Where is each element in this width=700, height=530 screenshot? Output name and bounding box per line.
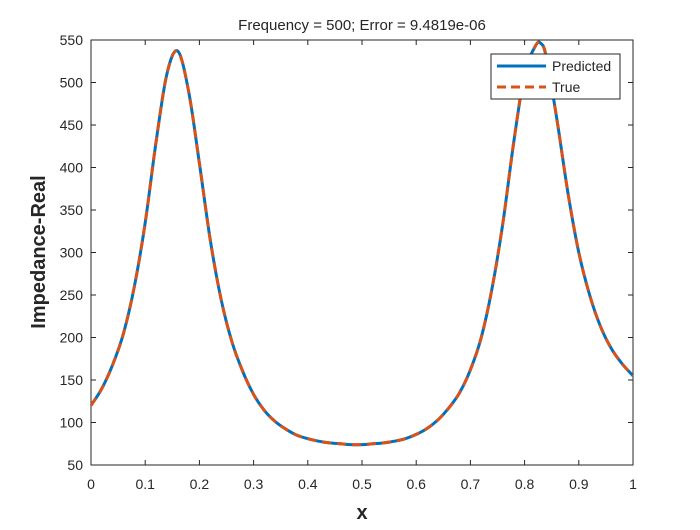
x-axis-label: x (356, 502, 367, 524)
x-tick-label: 0.2 (190, 476, 210, 492)
y-axis-ticks: 50 100 150 200 250 300 350 400 450 500 550 (60, 32, 633, 473)
legend-box (490, 53, 621, 100)
x-tick-label: 0.6 (406, 476, 426, 492)
legend-label-true: True (552, 79, 580, 95)
x-tick-label: 1 (629, 476, 637, 492)
y-tick-label: 500 (60, 75, 84, 91)
y-tick-label: 300 (60, 245, 84, 261)
legend: Predicted True (490, 53, 621, 100)
x-tick-label: 0.7 (461, 476, 481, 492)
y-tick-label: 250 (60, 287, 84, 303)
y-tick-label: 400 (60, 160, 84, 176)
x-tick-label: 0.3 (244, 476, 264, 492)
y-tick-label: 450 (60, 117, 84, 133)
x-tick-label: 0.5 (352, 476, 372, 492)
x-tick-label: 0.1 (135, 476, 155, 492)
legend-label-predicted: Predicted (552, 58, 611, 74)
y-tick-label: 100 (60, 415, 84, 431)
y-tick-label: 550 (60, 32, 84, 48)
x-tick-label: 0.8 (515, 476, 535, 492)
x-tick-label: 0.9 (569, 476, 589, 492)
x-tick-label: 0 (87, 476, 95, 492)
y-tick-label: 50 (67, 457, 83, 473)
x-tick-label: 0.4 (298, 476, 318, 492)
x-axis-ticks: 0 0.1 0.2 0.3 0.4 0.5 0.6 0.7 0.8 0.9 1 (87, 40, 637, 492)
y-axis-label: Impedance-Real (28, 175, 50, 328)
y-tick-label: 350 (60, 202, 84, 218)
y-tick-label: 200 (60, 330, 84, 346)
plot-area (90, 39, 634, 466)
series-layer (89, 40, 635, 447)
series-line-true (89, 40, 635, 447)
chart-title: Frequency = 500; Error = 9.4819e-06 (238, 17, 486, 34)
y-tick-label: 150 (60, 372, 84, 388)
